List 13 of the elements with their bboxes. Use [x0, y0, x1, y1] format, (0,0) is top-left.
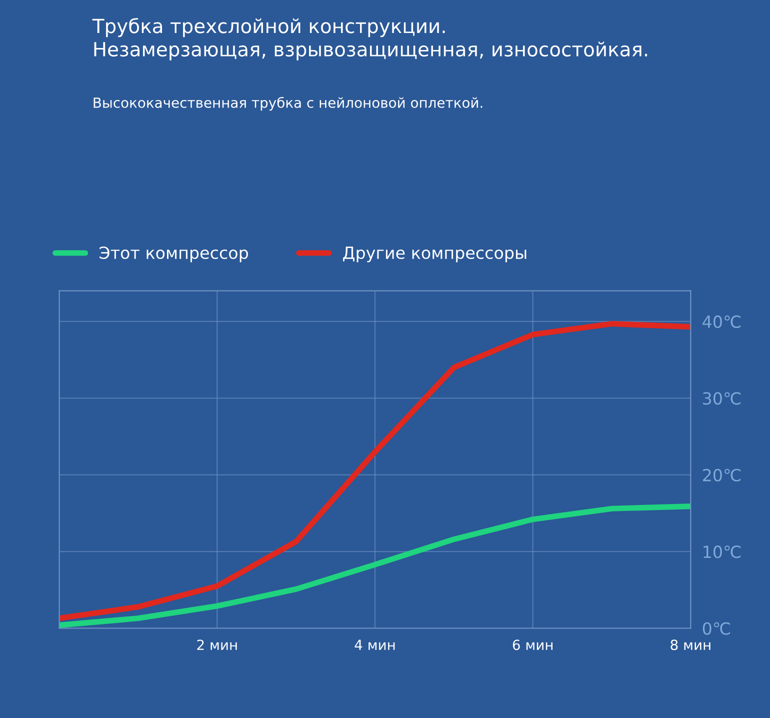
y-tick-label: 30℃ — [703, 392, 741, 405]
x-tick-label: 8 мин — [670, 640, 710, 650]
x-tick-label: 2 мин — [197, 640, 237, 650]
x-tick-label: 6 мин — [512, 640, 552, 650]
y-tick-label: 40℃ — [702, 315, 741, 328]
y-tick-label: 10℃ — [704, 546, 741, 558]
legend-label: Этот компрессор — [100, 246, 248, 262]
y-tick-label: 20℃ — [703, 468, 741, 482]
chart-subtitle: Высококачественная трубка с нейлоновой оплеткой. — [94, 96, 482, 111]
legend-label: Другие компрессоры — [343, 246, 526, 262]
x-tick-label: 4 мин — [354, 640, 395, 650]
chart-title: Трубка трехслойной конструкции. Незамерзающая, взрывозащищенная, износостойкая. — [92, 18, 648, 60]
y-tick-label: 0℃ — [702, 622, 730, 635]
